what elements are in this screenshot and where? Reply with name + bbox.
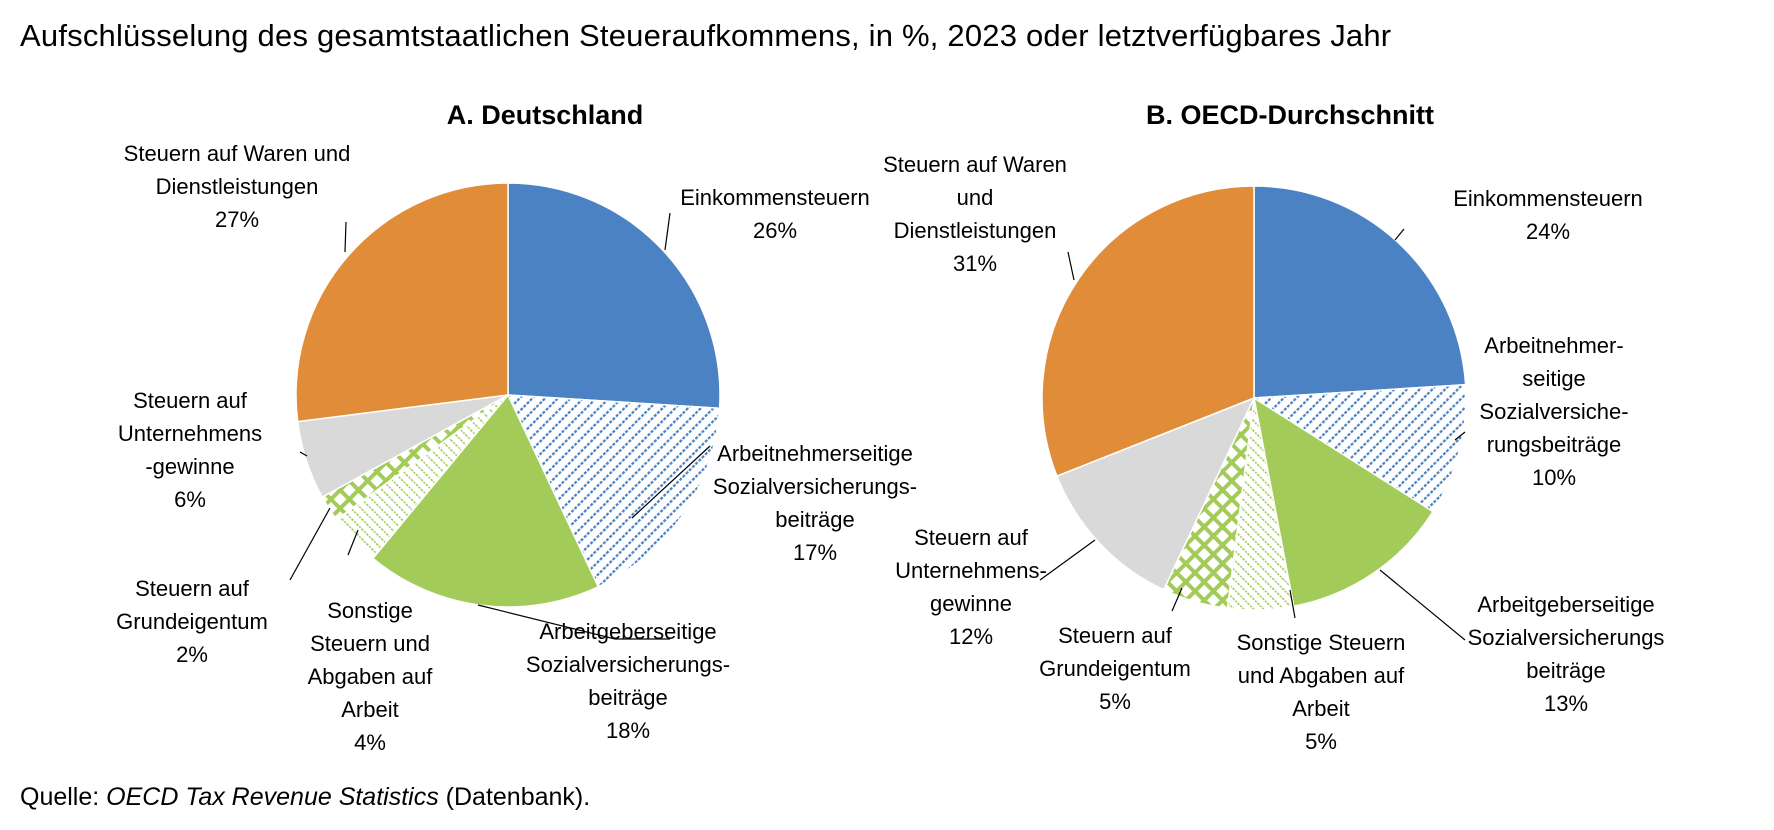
pie-slice-employer bbox=[1252, 396, 1435, 608]
leader-line-property bbox=[289, 507, 331, 581]
source-prefix: Quelle: bbox=[20, 783, 107, 811]
leader-line-goods bbox=[344, 221, 347, 253]
pie-chart-deutschland: A. Deutschland Einkommensteuern 26% Arbeitn… bbox=[116, 100, 917, 755]
slice-label-employee: Arbeitnehmer-seitige Sozialversiche-rungs… bbox=[1479, 333, 1628, 490]
slice-label-income: Einkommensteuern 24% bbox=[1453, 186, 1643, 244]
pie-chart-oecd: B. OECD-Durchschnitt Einkommensteuern 24% A… bbox=[883, 100, 1664, 754]
leader-line-goods bbox=[1067, 251, 1075, 281]
leader-line-other_labour bbox=[347, 529, 359, 556]
leader-line-employer bbox=[477, 604, 670, 640]
leader-line-employee bbox=[631, 445, 711, 519]
pie-slice-income bbox=[1253, 185, 1467, 399]
leader-line-other_labour bbox=[1289, 589, 1296, 619]
leader-line-income bbox=[1394, 228, 1405, 241]
slice-label-property: Steuern auf Grundeigentum 5% bbox=[1039, 623, 1191, 714]
pie-slice-employee bbox=[506, 394, 721, 588]
pie-slice-goods bbox=[295, 182, 509, 423]
slice-label-employer: Arbeitgeberseitige Sozialversicherungs bei… bbox=[1468, 592, 1665, 716]
pie-slice-corporate bbox=[1055, 396, 1256, 591]
slice-label-goods: Steuern auf Waren und Dienstleistungen 31% bbox=[883, 152, 1067, 276]
leader-line-employee bbox=[1454, 431, 1466, 441]
slice-label-employee: Arbeitnehmerseitige Sozialversicherungs-b… bbox=[713, 441, 917, 565]
source-note: Quelle: OECD Tax Revenue Statistics (Dat… bbox=[20, 783, 590, 812]
slice-label-corporate: Steuern auf Unternehmens-gewinne 12% bbox=[895, 525, 1047, 649]
leader-line-property bbox=[1171, 587, 1183, 612]
slice-label-property: Steuern auf Grundeigentum 2% bbox=[116, 576, 268, 667]
leader-line-corporate bbox=[1039, 539, 1096, 581]
source-suffix: (Datenbank). bbox=[438, 783, 591, 811]
pie-slice-employee bbox=[1251, 383, 1467, 513]
source-title: OECD Tax Revenue Statistics bbox=[106, 783, 439, 811]
slice-label-income: Einkommensteuern 26% bbox=[680, 185, 870, 243]
slice-label-goods: Steuern auf Waren und Dienstleistungen 27% bbox=[124, 141, 351, 232]
pie-slice-income bbox=[507, 182, 721, 410]
leader-line-corporate bbox=[299, 451, 308, 457]
panel-title: A. Deutschland bbox=[447, 100, 644, 130]
slice-label-corporate: Steuern auf Unternehmens -gewinne 6% bbox=[118, 388, 262, 512]
slice-label-other_labour: Sonstige Steuern und Abgaben auf Arbeit 5% bbox=[1237, 630, 1406, 754]
slice-label-other_labour: Sonstige Steuern und Abgaben auf Arbeit 4% bbox=[308, 598, 434, 755]
leader-line-income bbox=[664, 212, 671, 251]
pie-slice-goods bbox=[1041, 185, 1255, 478]
chart-title: Aufschlüsselung des gesamtstaatlichen St… bbox=[20, 18, 1392, 53]
leader-line-employer bbox=[1379, 569, 1466, 641]
panel-title: B. OECD-Durchschnitt bbox=[1146, 100, 1434, 130]
slice-label-employer: Arbeitgeberseitige Sozialversicherungs-be… bbox=[526, 619, 730, 743]
